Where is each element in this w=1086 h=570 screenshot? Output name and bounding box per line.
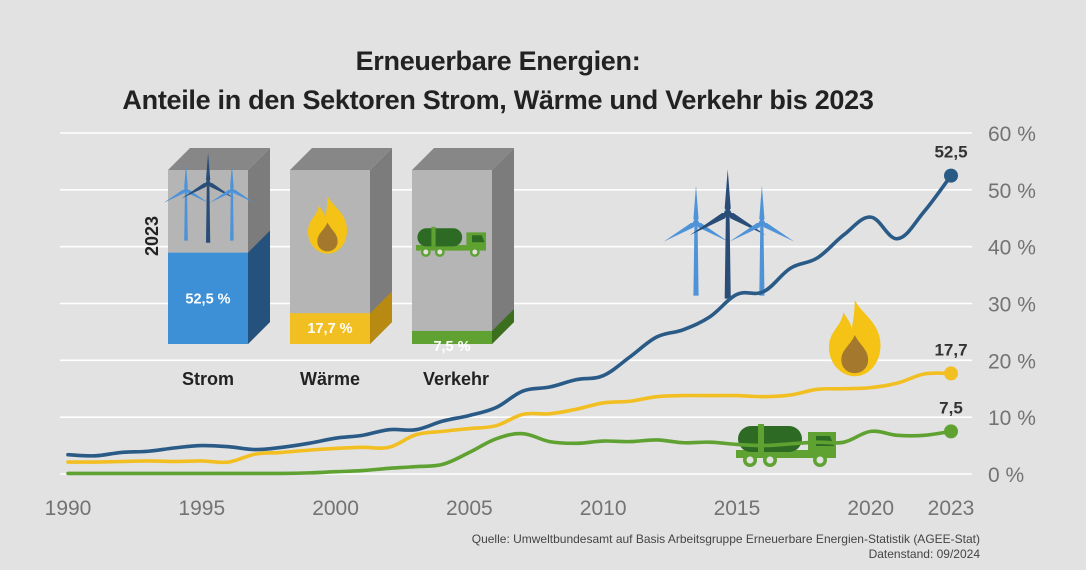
y-tick-label: 10 % [988,407,1036,430]
wind-turbines-icon [163,152,255,243]
chart-title-line2: Anteile in den Sektoren Strom, Wärme und… [122,85,874,115]
series-line-strom [66,173,953,458]
bar-fill [168,252,248,344]
flame-icon [829,300,881,377]
bar-top [168,148,270,170]
wind-turbine-icon [663,185,729,296]
tanker-truck-icon [416,226,486,257]
series-endpoint-strom [944,168,958,183]
wind-turbine-icon [181,152,235,243]
x-axis: 1990 1995 2000 2005 2010 2015 2020 2023 [45,497,975,520]
bar-side [370,148,392,344]
y-tick-label: 30 % [988,294,1036,317]
bar-box-verkehr: 7,5 % Verkehr [412,148,514,389]
x-tick-label: 1990 [45,497,92,520]
bar-chart-2023: 52,5 % Strom 17,7 % Wärme 7,5 % Verkehr 2023 [142,148,514,389]
bar-fill-side [248,230,270,344]
wind-turbines-icon [663,169,795,299]
bar-top [412,148,514,170]
series-lines [66,168,958,476]
y-tick-label: 50 % [988,180,1036,203]
series-endpoint-waerme [944,366,958,381]
x-tick-label: 2020 [847,497,894,520]
bar-category-label: Verkehr [423,369,489,389]
bar-fill [412,330,492,344]
chart-icons [163,152,881,467]
end-label-waerme: 17,7 [934,340,967,359]
series-line-waerme [66,371,953,465]
data-date-note: Datenstand: 09/2024 [868,547,980,561]
bar-fill-side [492,308,514,344]
bar-side [492,148,514,344]
bar-category-label: Wärme [300,369,360,389]
bar-year-label: 2023 [142,216,162,256]
wind-turbine-icon [689,169,766,299]
y-tick-label: 0 % [988,464,1024,487]
bar-value-label: 52,5 % [185,292,230,308]
wind-turbine-icon [209,163,255,241]
bar-value-label: 7,5 % [433,339,470,355]
bar-box-wärme: 17,7 % Wärme [290,148,392,389]
x-tick-label: 2010 [580,497,627,520]
y-axis: 0 % 10 % 20 % 30 % 40 % 50 % 60 % [988,123,1036,487]
x-tick-label: 2000 [312,497,359,520]
end-label-verkehr: 7,5 [939,398,963,417]
bar-box-strom: 52,5 % Strom [168,148,270,389]
x-tick-label: 2005 [446,497,493,520]
bar-category-label: Strom [182,369,234,389]
x-tick-label: 1995 [178,497,225,520]
series-line-verkehr [66,429,953,476]
end-label-strom: 52,5 [934,143,967,162]
y-tick-label: 40 % [988,237,1036,260]
chart-title-line1: Erneuerbare Energien: [355,46,641,76]
y-tick-label: 60 % [988,123,1036,146]
bar-fill [290,313,370,344]
bar-value-label: 17,7 % [307,321,352,337]
bar-top [290,148,392,170]
bar-fill-side [370,291,392,344]
end-labels: 7,5 17,7 52,5 [934,143,967,418]
bar-front [412,170,492,344]
y-tick-label: 20 % [988,350,1036,373]
source-note: Quelle: Umweltbundesamt auf Basis Arbeit… [471,532,980,546]
x-tick-label: 2023 [928,497,975,520]
x-tick-label: 2015 [714,497,761,520]
series-endpoint-verkehr [944,424,958,439]
flame-icon [308,196,347,254]
wind-turbine-icon [729,185,795,296]
